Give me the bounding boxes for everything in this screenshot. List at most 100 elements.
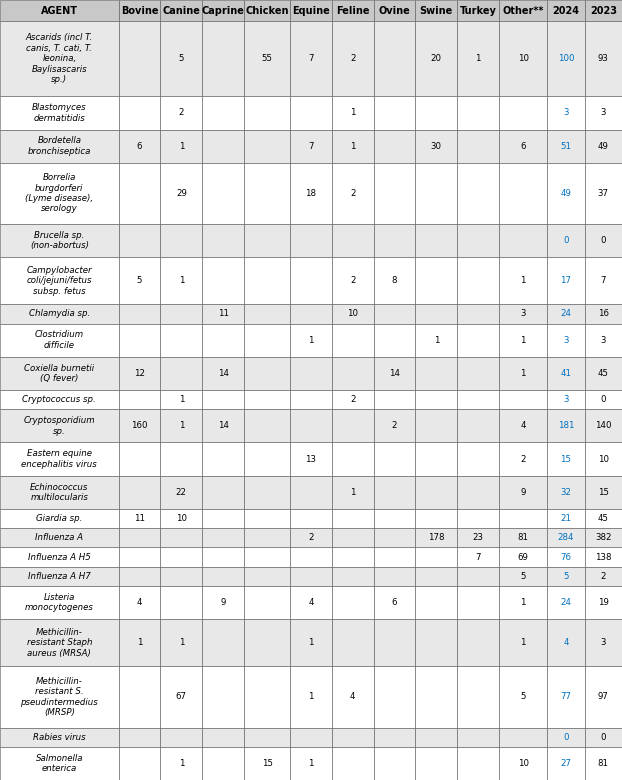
Bar: [160, 0, 202, 21]
Bar: [457, 257, 499, 304]
Bar: [415, 129, 457, 163]
Bar: [290, 476, 332, 509]
Bar: [160, 746, 202, 780]
Text: Caprine: Caprine: [202, 5, 244, 16]
Bar: [119, 410, 160, 442]
Bar: [332, 746, 374, 780]
Bar: [244, 746, 290, 780]
Bar: [499, 548, 547, 567]
Bar: [415, 163, 457, 224]
Bar: [415, 442, 457, 476]
Text: 1: 1: [521, 638, 526, 647]
Bar: [332, 586, 374, 619]
Bar: [0, 666, 119, 728]
Bar: [290, 567, 332, 586]
Bar: [415, 548, 457, 567]
Text: Equine: Equine: [292, 5, 330, 16]
Bar: [499, 586, 547, 619]
Bar: [585, 0, 622, 21]
Bar: [374, 476, 415, 509]
Bar: [332, 548, 374, 567]
Bar: [290, 528, 332, 548]
Bar: [415, 97, 457, 129]
Bar: [374, 21, 415, 97]
Bar: [290, 666, 332, 728]
Bar: [290, 97, 332, 129]
Text: 4: 4: [350, 693, 356, 701]
Text: 382: 382: [595, 534, 611, 542]
Bar: [160, 728, 202, 746]
Text: Ovine: Ovine: [379, 5, 411, 16]
Bar: [457, 410, 499, 442]
Bar: [374, 129, 415, 163]
Bar: [415, 728, 457, 746]
Text: 1: 1: [350, 142, 356, 151]
Bar: [332, 476, 374, 509]
Bar: [244, 390, 290, 410]
Bar: [585, 129, 622, 163]
Bar: [415, 666, 457, 728]
Bar: [585, 442, 622, 476]
Text: 9: 9: [521, 488, 526, 497]
Bar: [374, 324, 415, 356]
Text: Campylobacter
coli/jejuni/fetus
subsp. fetus: Campylobacter coli/jejuni/fetus subsp. f…: [27, 266, 92, 296]
Bar: [290, 586, 332, 619]
Bar: [499, 476, 547, 509]
Text: 67: 67: [176, 693, 187, 701]
Bar: [499, 528, 547, 548]
Bar: [160, 257, 202, 304]
Bar: [244, 567, 290, 586]
Text: 2: 2: [392, 421, 397, 431]
Bar: [160, 129, 202, 163]
Text: Cryptococcus sp.: Cryptococcus sp.: [22, 395, 96, 404]
Bar: [244, 224, 290, 257]
Bar: [0, 442, 119, 476]
Bar: [499, 163, 547, 224]
Bar: [332, 410, 374, 442]
Bar: [332, 0, 374, 21]
Bar: [0, 728, 119, 746]
Text: 1: 1: [137, 638, 142, 647]
Bar: [202, 586, 244, 619]
Text: 49: 49: [598, 142, 609, 151]
Bar: [547, 619, 585, 666]
Text: Blastomyces
dermatitidis: Blastomyces dermatitidis: [32, 103, 86, 122]
Text: 5: 5: [137, 276, 142, 285]
Text: 24: 24: [560, 598, 572, 607]
Bar: [374, 224, 415, 257]
Bar: [0, 746, 119, 780]
Bar: [119, 224, 160, 257]
Bar: [0, 224, 119, 257]
Bar: [202, 567, 244, 586]
Bar: [499, 129, 547, 163]
Text: 1: 1: [179, 759, 184, 768]
Text: Methicillin-
resistant Staph
aureus (MRSA): Methicillin- resistant Staph aureus (MRS…: [27, 628, 92, 658]
Text: 97: 97: [598, 693, 609, 701]
Bar: [0, 21, 119, 97]
Bar: [374, 509, 415, 528]
Text: 2: 2: [350, 276, 356, 285]
Bar: [160, 304, 202, 324]
Text: 81: 81: [598, 759, 609, 768]
Bar: [119, 619, 160, 666]
Bar: [244, 257, 290, 304]
Bar: [202, 746, 244, 780]
Text: 81: 81: [518, 534, 529, 542]
Text: 0: 0: [601, 732, 606, 742]
Text: 23: 23: [473, 534, 483, 542]
Bar: [202, 356, 244, 390]
Text: Turkey: Turkey: [460, 5, 496, 16]
Bar: [332, 129, 374, 163]
Bar: [415, 528, 457, 548]
Text: 21: 21: [560, 514, 572, 523]
Bar: [0, 567, 119, 586]
Bar: [415, 224, 457, 257]
Text: 140: 140: [595, 421, 611, 431]
Bar: [415, 356, 457, 390]
Bar: [457, 528, 499, 548]
Text: 1: 1: [179, 276, 184, 285]
Bar: [0, 586, 119, 619]
Bar: [499, 666, 547, 728]
Bar: [547, 410, 585, 442]
Text: Canine: Canine: [162, 5, 200, 16]
